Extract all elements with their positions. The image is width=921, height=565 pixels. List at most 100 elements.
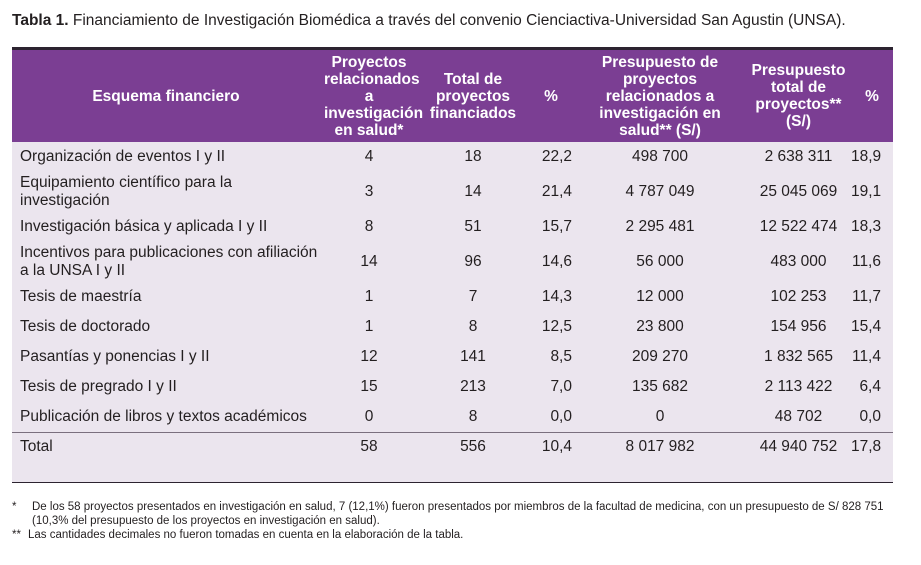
- footnote-text: De los 58 proyectos presentados en inves…: [32, 501, 884, 527]
- header-pct-presupuesto: %: [865, 87, 879, 105]
- cell-total-proyectos: 8: [468, 407, 478, 425]
- table-title: Financiamiento de Investigación Biomédic…: [72, 12, 846, 29]
- cell-presupuesto-total: 12 522 474: [759, 218, 838, 235]
- cell-esquema: Organización de eventos I y II: [20, 148, 226, 165]
- cell-pct-presupuesto: 17,8: [851, 431, 893, 462]
- cell-proyectos-salud: 8: [364, 218, 374, 235]
- table-row: Incentivos para publicaciones con afilia…: [12, 242, 893, 282]
- cell-presupuesto-total: 2 113 422: [764, 378, 833, 395]
- cell-proyectos-salud: 3: [364, 183, 374, 200]
- cell-presupuesto-salud: 8 017 982: [574, 431, 746, 462]
- cell-proyectos-salud: 1: [364, 288, 374, 305]
- table-row: Investigación básica y aplicada I y II 8 5…: [12, 212, 893, 242]
- cell-proyectos-salud: 4: [364, 148, 374, 165]
- cell-total-proyectos: 18: [464, 148, 482, 165]
- cell-presupuesto-salud: 2 295 481: [625, 218, 695, 235]
- cell-presupuesto-salud: 23 800: [636, 318, 684, 335]
- table-row: Tesis de maestría 1 7 14,3 12 000 102 253 11,7: [12, 282, 893, 312]
- cell-esquema: Total: [12, 431, 320, 462]
- cell-presupuesto-total: 483 000: [770, 253, 827, 270]
- table-row: Tesis de doctorado 1 8 12,5 23 800 154 956 15,…: [12, 312, 893, 342]
- cell-presupuesto-salud: 209 270: [631, 348, 689, 365]
- header-presupuesto-salud: Presupuesto de proyectos relacionados a …: [599, 53, 721, 139]
- header-total-proyectos: Total de proyectos financiados: [429, 70, 517, 122]
- cell-esquema: Investigación básica y aplicada I y II: [20, 218, 268, 235]
- cell-total-proyectos: 141: [460, 348, 486, 365]
- cell-presupuesto-total: 154 956: [770, 318, 827, 335]
- table-caption: Tabla 1. Financiamiento de Investigación…: [12, 10, 912, 32]
- header-esquema: Esquema financiero: [92, 87, 240, 105]
- cell-total-proyectos: 14: [464, 183, 482, 200]
- table-total-row: Total 58 556 10,4 8 017 982 44 940 752 17,8: [12, 431, 893, 462]
- cell-pct-proyectos: 14,6: [541, 253, 572, 270]
- cell-pct-proyectos: 12,5: [541, 318, 572, 335]
- cell-total-proyectos: 8: [468, 318, 478, 335]
- cell-presupuesto-total: 102 253: [770, 288, 827, 305]
- header-presupuesto-total: Presupuesto total de proyectos** (S/): [751, 62, 846, 130]
- footnote: ** Las cantidades decimales no fueron to…: [12, 528, 902, 542]
- cell-total-proyectos: 556: [418, 431, 528, 462]
- cell-presupuesto-salud: 12 000: [636, 288, 684, 305]
- table-header-row: Esquema financiero Proyectos relacionado…: [12, 50, 893, 142]
- cell-total-proyectos: 51: [464, 218, 482, 235]
- cell-esquema: Tesis de maestría: [20, 288, 142, 305]
- cell-presupuesto-salud: 498 700: [631, 148, 689, 165]
- cell-presupuesto-salud: 0: [655, 407, 665, 425]
- cell-esquema: Tesis de doctorado: [20, 318, 151, 335]
- cell-pct-proyectos: 8,5: [550, 348, 572, 365]
- footnote-mark: *: [12, 501, 17, 513]
- cell-esquema: Pasantías y ponencias I y II: [20, 348, 210, 365]
- cell-pct-presupuesto: 15,4: [851, 318, 882, 335]
- cell-presupuesto-salud: 135 682: [631, 378, 689, 395]
- cell-proyectos-salud: 58: [320, 431, 418, 462]
- cell-presupuesto-total: 1 832 565: [764, 348, 833, 365]
- cell-esquema: Incentivos para publicaciones con afilia…: [20, 244, 318, 279]
- cell-pct-proyectos: 15,7: [541, 218, 572, 235]
- data-table-container: Esquema financiero Proyectos relacionado…: [12, 47, 893, 483]
- cell-pct-presupuesto: 0,0: [859, 407, 881, 425]
- cell-pct-presupuesto: 6,4: [859, 378, 881, 395]
- table-body: Organización de eventos I y II 4 18 22,2 498…: [12, 142, 893, 462]
- footnote-text: Las cantidades decimales no fueron tomad…: [28, 529, 464, 541]
- cell-presupuesto-total: 48 702: [774, 407, 823, 425]
- table-row: Organización de eventos I y II 4 18 22,2 498…: [12, 142, 893, 172]
- cell-pct-proyectos: 10,4: [528, 431, 574, 462]
- data-table: Esquema financiero Proyectos relacionado…: [12, 50, 893, 462]
- table-label: Tabla 1.: [12, 12, 69, 29]
- table-row: Pasantías y ponencias I y II 12 141 8,5 209 …: [12, 342, 893, 372]
- cell-presupuesto-total: 2 638 311: [764, 148, 833, 165]
- cell-pct-presupuesto: 11,6: [851, 253, 881, 270]
- cell-proyectos-salud: 12: [360, 348, 378, 365]
- footnote-mark: **: [12, 529, 21, 541]
- cell-presupuesto-total: 25 045 069: [759, 183, 838, 200]
- cell-total-proyectos: 213: [460, 378, 486, 395]
- table-row: Tesis de pregrado I y II 15 213 7,0 135 682 2…: [12, 372, 893, 402]
- cell-proyectos-salud: 1: [364, 318, 374, 335]
- cell-pct-presupuesto: 18,3: [851, 218, 882, 235]
- footnotes: * De los 58 proyectos presentados en inv…: [12, 500, 902, 542]
- cell-proyectos-salud: 14: [360, 253, 378, 270]
- cell-proyectos-salud: 0: [364, 407, 374, 425]
- cell-pct-proyectos: 21,4: [541, 183, 572, 200]
- header-proyectos-salud: Proyectos relacionados a investigación e…: [324, 53, 424, 139]
- cell-pct-proyectos: 22,2: [541, 148, 572, 165]
- cell-esquema: Equipamiento científico para la investig…: [20, 174, 232, 209]
- cell-pct-proyectos: 14,3: [541, 288, 572, 305]
- cell-pct-presupuesto: 11,7: [851, 288, 881, 305]
- table-row: Publicación de libros y textos académico…: [12, 402, 893, 432]
- cell-pct-proyectos: 7,0: [550, 378, 572, 395]
- cell-pct-presupuesto: 19,1: [851, 183, 882, 200]
- cell-total-proyectos: 96: [464, 253, 482, 270]
- cell-pct-presupuesto: 18,9: [851, 148, 882, 165]
- header-pct-proyectos: %: [544, 87, 558, 105]
- table-row: Equipamiento científico para la investig…: [12, 172, 893, 212]
- cell-presupuesto-total: 44 940 752: [746, 431, 851, 462]
- footnote: * De los 58 proyectos presentados en inv…: [12, 500, 902, 528]
- cell-esquema: Publicación de libros y textos académico…: [20, 407, 307, 425]
- cell-esquema: Tesis de pregrado I y II: [20, 378, 177, 395]
- cell-pct-proyectos: 0,0: [550, 407, 572, 425]
- cell-pct-presupuesto: 11,4: [851, 348, 881, 365]
- cell-presupuesto-salud: 56 000: [636, 253, 684, 270]
- cell-proyectos-salud: 15: [360, 378, 378, 395]
- cell-presupuesto-salud: 4 787 049: [625, 183, 695, 200]
